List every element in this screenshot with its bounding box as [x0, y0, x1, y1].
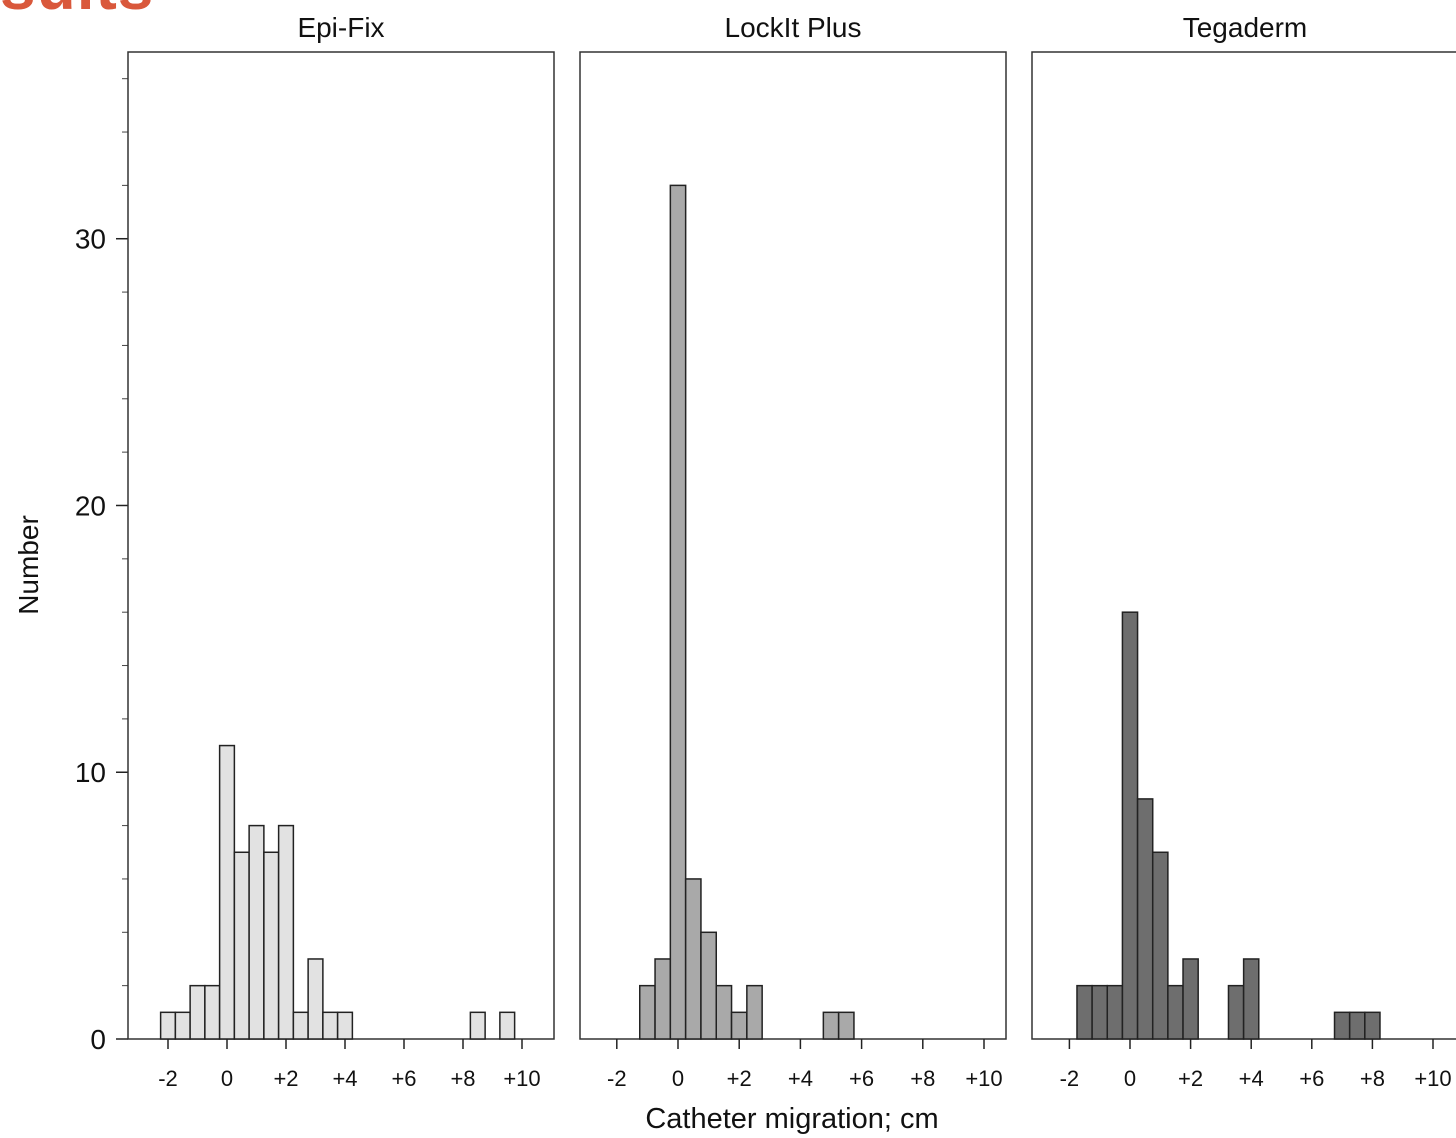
histogram-bar: [1182, 958, 1199, 1040]
histogram-bar: [174, 1011, 191, 1040]
histogram-bar: [307, 958, 324, 1040]
histogram-bar: [715, 984, 733, 1040]
y-tick-label: 0: [90, 1024, 106, 1055]
y-axis-label: Number: [13, 515, 44, 615]
histogram-bar: [1076, 984, 1093, 1040]
x-tick-label: +10: [503, 1066, 540, 1091]
histogram-bar: [189, 984, 206, 1040]
x-tick-label: +2: [727, 1066, 752, 1091]
histogram-bar: [1151, 851, 1169, 1040]
histogram-bar: [669, 184, 687, 1040]
histogram-bar: [746, 984, 763, 1040]
cropped-heading-text: sults: [0, 0, 180, 14]
histogram-bars: [1076, 611, 1381, 1040]
histogram-bars: [159, 744, 516, 1040]
histogram-bar: [336, 1011, 354, 1040]
x-tick-label: +8: [910, 1066, 935, 1091]
histogram-bar: [1136, 798, 1154, 1040]
histogram-bar: [654, 958, 672, 1040]
panel-lockit-plus: LockIt Plus -2 0 +2 +4 +6 +8 +10: [579, 12, 1007, 1091]
x-tick-label: +6: [849, 1066, 874, 1091]
histogram-bar: [639, 984, 656, 1040]
x-tick-label: +8: [1360, 1066, 1385, 1091]
x-tick-label: -2: [1060, 1066, 1080, 1091]
x-tick-label: 0: [672, 1066, 684, 1091]
x-axis-label: Catheter migration; cm: [645, 1103, 938, 1135]
histogram-bar: [684, 878, 702, 1040]
histogram-bar: [1364, 1011, 1381, 1040]
x-tick-label: +4: [1239, 1066, 1264, 1091]
histogram-bar: [1242, 958, 1260, 1040]
x-tick-label: +8: [450, 1066, 475, 1091]
histogram-bar: [1121, 611, 1139, 1040]
histogram-bar: [159, 1011, 177, 1040]
x-tick-label: 0: [1124, 1066, 1136, 1091]
x-tick-label: +4: [788, 1066, 813, 1091]
y-axis: 0 10 20 30: [75, 78, 128, 1055]
x-tick-label: +4: [332, 1066, 357, 1091]
histogram-bar: [469, 1011, 486, 1040]
panel-frame: [1031, 51, 1456, 1040]
panel-tegaderm: Tegaderm -2 0 +2 +4 +6 +8 +10: [1031, 12, 1456, 1091]
panel-frame: [127, 51, 555, 1040]
panel-title: LockIt Plus: [725, 12, 862, 43]
histogram-bar: [730, 1011, 748, 1040]
histogram-bar: [1091, 984, 1109, 1040]
x-tick-label: -2: [607, 1066, 627, 1091]
histogram-bar: [292, 1011, 309, 1040]
panel-epi-fix: Epi-Fix -2 0 +2 +4 +6 +8 +10: [127, 12, 555, 1091]
histogram-bar: [499, 1011, 516, 1040]
x-tick-label: +2: [273, 1066, 298, 1091]
y-tick-label: 30: [75, 224, 106, 255]
chart-panels: Epi-Fix -2 0 +2 +4 +6 +8 +10 LockIt Plus -2 0 +2 +4 +…: [127, 12, 1456, 1091]
x-tick-label: -2: [158, 1066, 178, 1091]
histogram-bar: [1106, 984, 1124, 1040]
histogram-bar: [1348, 1011, 1366, 1040]
histogram-bar: [1333, 1011, 1351, 1040]
x-tick-label: +6: [391, 1066, 416, 1091]
y-tick-label: 20: [75, 490, 106, 521]
histogram-bar: [322, 1011, 339, 1040]
histogram-bar: [204, 984, 221, 1040]
histogram-bars: [639, 184, 855, 1040]
panel-title: Tegaderm: [1183, 12, 1308, 43]
panel-title: Epi-Fix: [297, 12, 384, 43]
histogram-bar: [263, 851, 280, 1040]
histogram-bar: [218, 744, 236, 1040]
histogram-bar: [277, 824, 295, 1040]
cropped-heading: sults: [0, 0, 180, 14]
histogram-bar: [248, 824, 265, 1040]
histogram-bar: [233, 851, 250, 1040]
histogram-bar: [1227, 984, 1245, 1040]
x-tick-label: +10: [1414, 1066, 1451, 1091]
panel-frame: [579, 51, 1007, 1040]
histogram-bar: [837, 1011, 855, 1040]
y-tick-label: 10: [75, 757, 106, 788]
histogram-bar: [700, 931, 718, 1040]
histogram-bar: [822, 1011, 840, 1040]
x-tick-label: +6: [1299, 1066, 1324, 1091]
x-tick-label: 0: [221, 1066, 233, 1091]
histogram-bar: [1167, 984, 1184, 1040]
x-tick-label: +2: [1178, 1066, 1203, 1091]
x-tick-label: +10: [965, 1066, 1002, 1091]
